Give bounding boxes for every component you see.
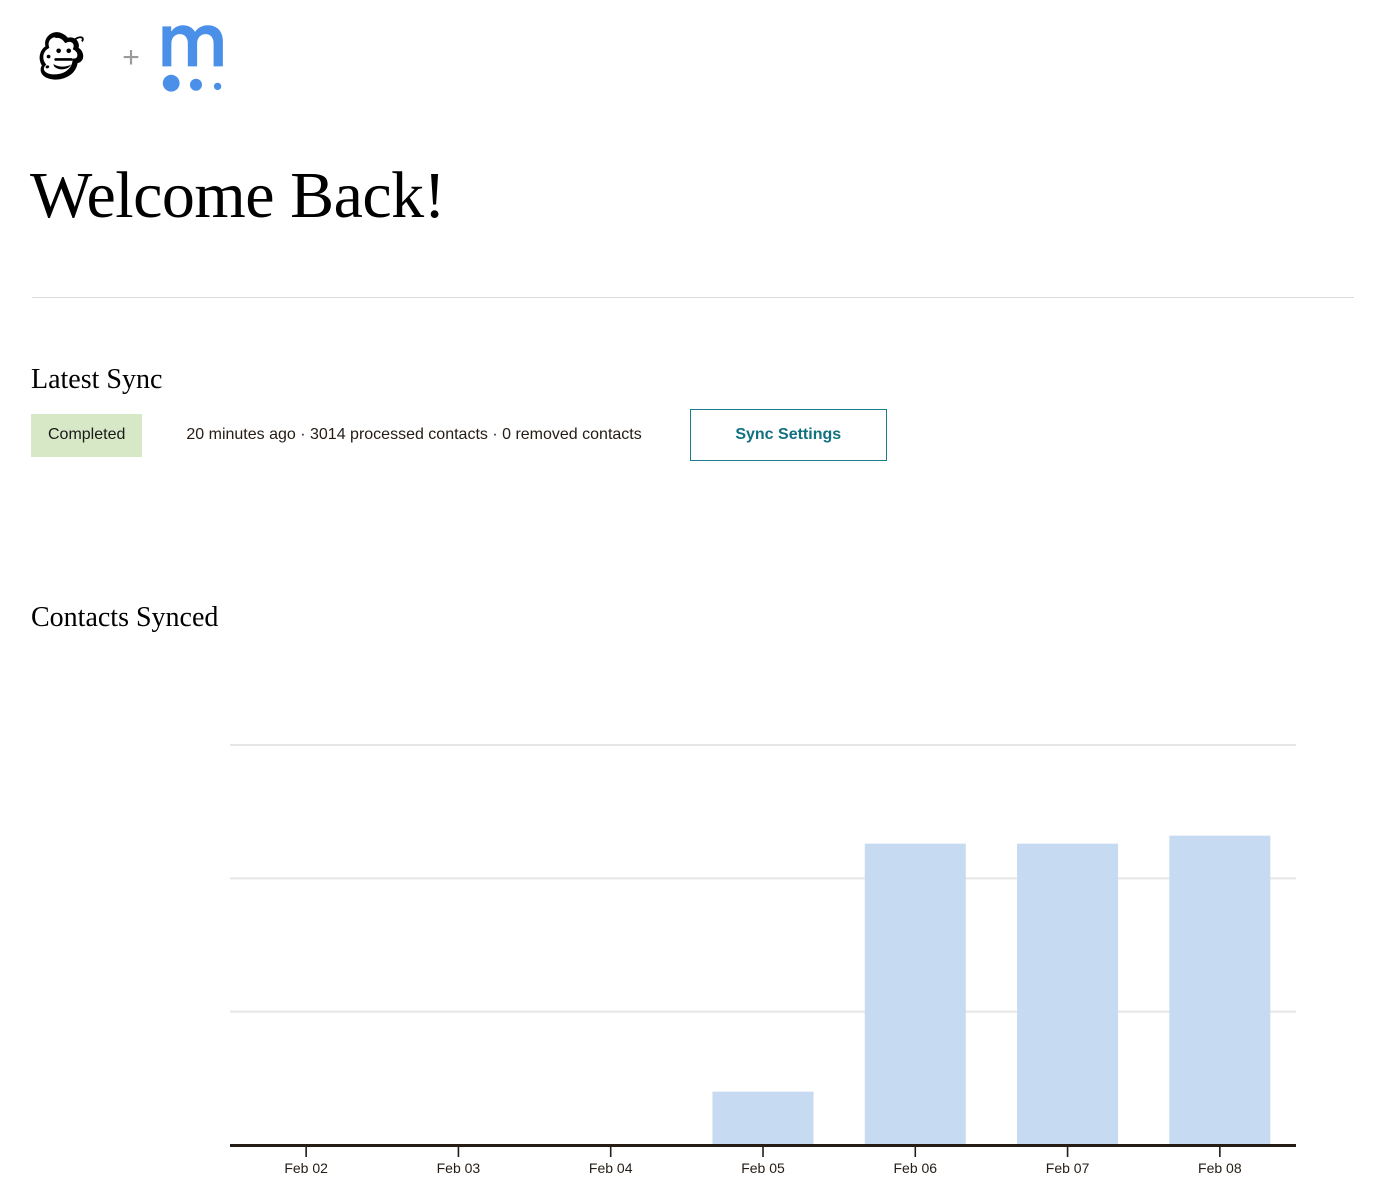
sync-detail-text: 20 minutes ago · 3014 processed contacts… bbox=[186, 426, 642, 443]
mailchimp-freddie-logo bbox=[39, 32, 84, 80]
chart-bar[interactable] bbox=[864, 843, 966, 1145]
partner-m-logo bbox=[162, 25, 223, 92]
chart-x-tick-label: Feb 05 bbox=[741, 1160, 785, 1176]
chart-gridlines bbox=[230, 744, 1296, 1013]
chart-x-tick-label: Feb 03 bbox=[437, 1160, 481, 1176]
chart-x-tick-labels: Feb 02 Feb 03 Feb 04 Feb 05 Feb 06 Feb 07 Feb … bbox=[284, 1160, 1242, 1176]
contacts-synced-heading: Contacts Synced bbox=[31, 602, 219, 633]
section-divider bbox=[32, 297, 1354, 298]
plus-icon: + bbox=[122, 41, 140, 74]
chart-x-tick-label: Feb 08 bbox=[1198, 1160, 1242, 1176]
chart-x-tick-label: Feb 04 bbox=[589, 1160, 633, 1176]
contacts-synced-chart: Feb 02 Feb 03 Feb 04 Feb 05 Feb 06 Feb 07 Feb … bbox=[0, 660, 1386, 1186]
sync-settings-button[interactable]: Sync Settings bbox=[689, 409, 887, 461]
chart-svg: Feb 02 Feb 03 Feb 04 Feb 05 Feb 06 Feb 07 Feb … bbox=[230, 744, 1296, 1176]
chart-bars bbox=[712, 835, 1271, 1145]
chart-bar[interactable] bbox=[712, 1091, 814, 1145]
chart-bar[interactable] bbox=[1017, 843, 1119, 1145]
chart-bar[interactable] bbox=[1169, 835, 1271, 1145]
page-title: Welcome Back! bbox=[30, 159, 446, 232]
latest-sync-heading: Latest Sync bbox=[31, 364, 163, 395]
latest-sync-row: Completed 20 minutes ago · 3014 processe… bbox=[31, 409, 887, 461]
chart-x-tick-label: Feb 02 bbox=[284, 1160, 328, 1176]
chart-x-tick-label: Feb 07 bbox=[1046, 1160, 1090, 1176]
brand-bar: + bbox=[32, 18, 236, 98]
chart-x-tick-label: Feb 06 bbox=[893, 1160, 937, 1176]
status-badge: Completed bbox=[31, 413, 143, 457]
chart-x-ticks bbox=[305, 1147, 1221, 1157]
